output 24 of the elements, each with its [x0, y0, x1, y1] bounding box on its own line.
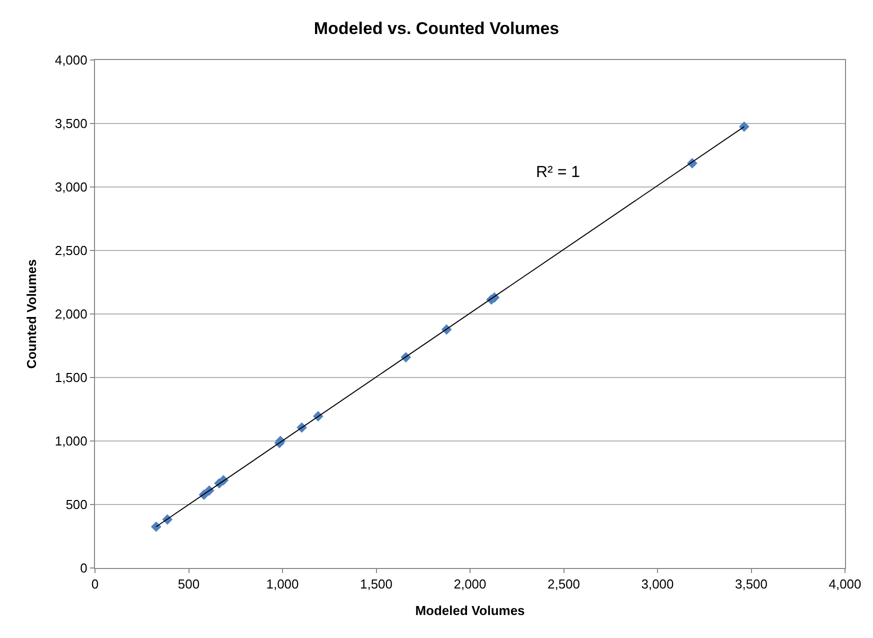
y-tick-label: 3,500: [54, 116, 88, 132]
x-tick-label: 4,000: [828, 576, 862, 592]
y-tick-label: 2,000: [54, 306, 88, 322]
x-tick-label: 1,500: [360, 576, 393, 592]
x-tick-label: 2,000: [454, 576, 486, 592]
x-tick-label: 3,000: [641, 576, 674, 592]
x-tick-label: 1,000: [266, 576, 299, 592]
y-tick-label: 500: [66, 497, 88, 512]
y-tick-label: 0: [80, 560, 88, 576]
point: [738, 121, 750, 132]
x-tick-label: 2,500: [547, 576, 580, 592]
y-tick-label: 1,000: [54, 434, 88, 449]
chart-title: Modeled vs. Counted Volumes: [314, 19, 560, 38]
x-tick-label: 500: [178, 576, 200, 592]
x-tick-label: 3,500: [734, 576, 768, 592]
x-tick-label: 0: [91, 576, 99, 592]
x-axis-title: Modeled Volumes: [415, 603, 525, 618]
y-axis-title: Counted Volumes: [24, 259, 39, 369]
y-tick-label: 3,000: [54, 180, 88, 195]
y-tick-label: 1,500: [54, 370, 88, 386]
y-tick-label: 4,000: [54, 52, 88, 68]
point: [150, 522, 162, 532]
annotation: R² = 1: [536, 164, 580, 181]
y-tick-label: 2,500: [54, 243, 88, 258]
